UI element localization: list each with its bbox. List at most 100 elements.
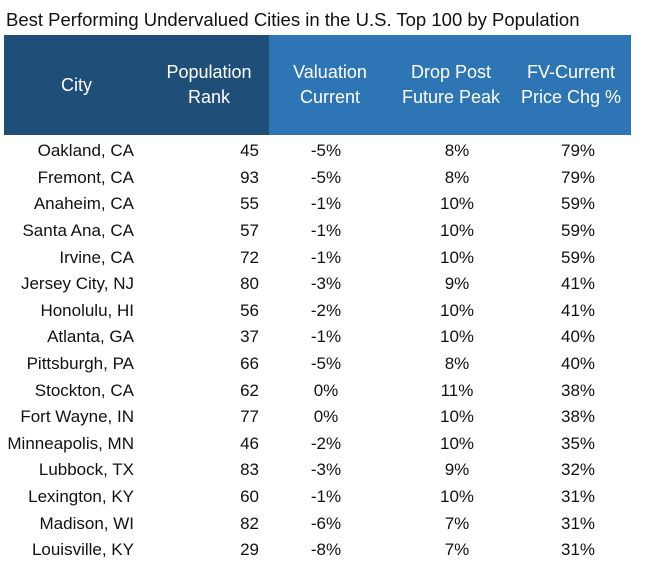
- table-row: Atlanta, GA 37 -1% 10% 40%: [4, 324, 631, 351]
- cell-city: Pittsburgh, PA: [26, 354, 134, 374]
- cell-valuation-current: -3%: [310, 460, 342, 480]
- cell-fv-current-price-chg: 38%: [560, 407, 596, 427]
- table-row: Louisville, KY 29 -8% 7% 31%: [4, 537, 631, 564]
- cell-city: Anaheim, CA: [33, 194, 134, 214]
- cell-city: Irvine, CA: [59, 247, 134, 267]
- cell-valuation-current: -5%: [310, 141, 342, 161]
- table-row: Pittsburgh, PA 66 -5% 8% 40%: [4, 351, 631, 378]
- cell-drop-post-future-peak: 10%: [439, 300, 475, 320]
- table-body: Oakland, CA 45 -5% 8% 79% Fremont, CA 93 -5% 8% 7…: [4, 138, 631, 564]
- cell-fv-current-price-chg: 35%: [560, 433, 596, 453]
- table-row: Honolulu, HI 56 -2% 10% 41%: [4, 298, 631, 325]
- cell-city: Stockton, CA: [34, 380, 134, 400]
- cell-population-rank: 82: [240, 513, 259, 533]
- cell-city: Minneapolis, MN: [7, 433, 134, 453]
- cell-drop-post-future-peak: 11%: [440, 380, 474, 400]
- cell-valuation-current: -1%: [310, 221, 342, 241]
- cell-valuation-current: -5%: [310, 167, 342, 187]
- cell-fv-current-price-chg: 31%: [560, 513, 596, 533]
- cell-city: Oakland, CA: [37, 141, 134, 161]
- table-header: City Population Rank Valuation Current D…: [4, 35, 631, 135]
- table-row: Jersey City, NJ 80 -3% 9% 41%: [4, 271, 631, 298]
- table-row: Santa Ana, CA 57 -1% 10% 59%: [4, 218, 631, 245]
- cell-population-rank: 83: [240, 460, 259, 480]
- header-city: City: [4, 35, 149, 135]
- table-row: Anaheim, CA 55 -1% 10% 59%: [4, 191, 631, 218]
- table-row: Lexington, KY 60 -1% 10% 31%: [4, 484, 631, 511]
- cell-valuation-current: -5%: [310, 354, 342, 374]
- cell-valuation-current: -8%: [310, 540, 342, 560]
- table-row: Oakland, CA 45 -5% 8% 79%: [4, 138, 631, 165]
- table-title: Best Performing Undervalued Cities in th…: [6, 9, 580, 30]
- cell-valuation-current: -1%: [310, 247, 342, 267]
- table-row: Fort Wayne, IN 77 0% 10% 38%: [4, 404, 631, 431]
- cell-city: Santa Ana, CA: [22, 221, 134, 241]
- cell-population-rank: 77: [240, 407, 259, 427]
- cell-drop-post-future-peak: 10%: [439, 433, 475, 453]
- cell-city: Jersey City, NJ: [20, 274, 134, 294]
- cell-fv-current-price-chg: 79%: [560, 167, 596, 187]
- cell-population-rank: 62: [240, 380, 259, 400]
- cell-fv-current-price-chg: 32%: [560, 460, 596, 480]
- cell-population-rank: 29: [240, 540, 259, 560]
- cell-valuation-current: -6%: [310, 513, 342, 533]
- cell-population-rank: 55: [240, 194, 259, 214]
- cell-valuation-current: 0%: [313, 380, 339, 400]
- cell-fv-current-price-chg: 31%: [560, 540, 596, 560]
- cell-city: Louisville, KY: [31, 540, 134, 560]
- cell-drop-post-future-peak: 10%: [439, 487, 475, 507]
- cell-population-rank: 66: [240, 354, 259, 374]
- cell-fv-current-price-chg: 41%: [560, 274, 596, 294]
- cell-fv-current-price-chg: 40%: [560, 354, 596, 374]
- cell-fv-current-price-chg: 59%: [560, 194, 596, 214]
- cell-drop-post-future-peak: 7%: [444, 540, 470, 560]
- cell-valuation-current: -3%: [310, 274, 342, 294]
- cell-fv-current-price-chg: 79%: [560, 141, 596, 161]
- cell-drop-post-future-peak: 10%: [439, 327, 475, 347]
- cell-valuation-current: 0%: [313, 407, 339, 427]
- header-valuation-current: Valuation Current: [269, 35, 391, 135]
- cell-fv-current-price-chg: 41%: [560, 300, 596, 320]
- cell-fv-current-price-chg: 40%: [560, 327, 596, 347]
- table-row: Minneapolis, MN 46 -2% 10% 35%: [4, 431, 631, 458]
- table-row: Irvine, CA 72 -1% 10% 59%: [4, 244, 631, 271]
- cell-city: Lubbock, TX: [38, 460, 134, 480]
- cell-fv-current-price-chg: 31%: [560, 487, 596, 507]
- cities-table: City Population Rank Valuation Current D…: [4, 35, 631, 564]
- cell-valuation-current: -1%: [310, 487, 342, 507]
- header-drop-post-future-peak: Drop Post Future Peak: [391, 35, 511, 135]
- header-population-rank: Population Rank: [149, 35, 269, 135]
- cell-city: Fremont, CA: [37, 167, 134, 187]
- cell-population-rank: 93: [240, 167, 259, 187]
- cell-population-rank: 37: [240, 327, 259, 347]
- cell-drop-post-future-peak: 10%: [439, 247, 475, 267]
- cell-population-rank: 46: [240, 433, 259, 453]
- cell-valuation-current: -1%: [310, 194, 342, 214]
- cell-city: Honolulu, HI: [40, 300, 134, 320]
- cell-drop-post-future-peak: 10%: [439, 194, 475, 214]
- cell-drop-post-future-peak: 10%: [439, 407, 475, 427]
- cell-population-rank: 60: [240, 487, 259, 507]
- cell-drop-post-future-peak: 10%: [439, 221, 475, 241]
- header-fv-current-price-chg: FV-Current Price Chg %: [511, 35, 631, 135]
- cell-valuation-current: -2%: [310, 433, 342, 453]
- cell-fv-current-price-chg: 38%: [560, 380, 596, 400]
- table-row: Lubbock, TX 83 -3% 9% 32%: [4, 457, 631, 484]
- cell-drop-post-future-peak: 9%: [444, 274, 470, 294]
- cell-population-rank: 45: [240, 141, 259, 161]
- cell-valuation-current: -1%: [310, 327, 342, 347]
- cell-fv-current-price-chg: 59%: [560, 221, 596, 241]
- cell-valuation-current: -2%: [310, 300, 342, 320]
- cell-drop-post-future-peak: 8%: [444, 141, 470, 161]
- cell-drop-post-future-peak: 7%: [444, 513, 470, 533]
- cell-population-rank: 80: [240, 274, 259, 294]
- cell-population-rank: 57: [240, 221, 259, 241]
- cell-population-rank: 72: [240, 247, 259, 267]
- table-row: Fremont, CA 93 -5% 8% 79%: [4, 165, 631, 192]
- cell-fv-current-price-chg: 59%: [560, 247, 596, 267]
- table-row: Madison, WI 82 -6% 7% 31%: [4, 510, 631, 537]
- cell-city: Atlanta, GA: [47, 327, 134, 347]
- cell-city: Fort Wayne, IN: [20, 407, 134, 427]
- table-row: Stockton, CA 62 0% 11% 38%: [4, 377, 631, 404]
- cell-city: Madison, WI: [39, 513, 134, 533]
